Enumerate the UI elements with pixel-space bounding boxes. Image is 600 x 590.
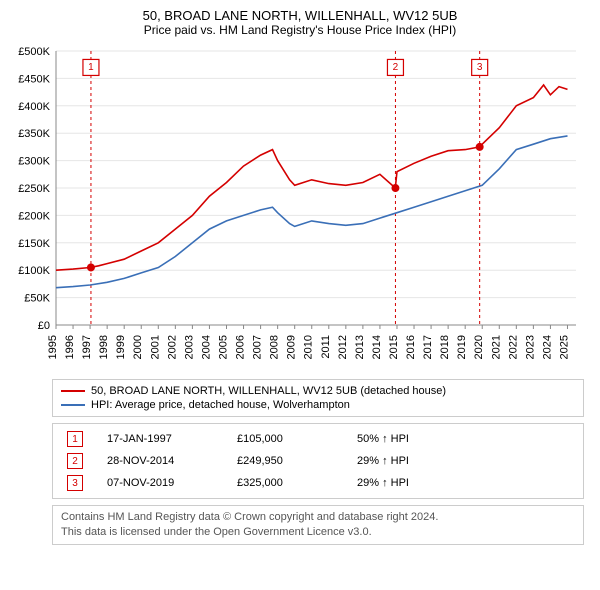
x-tick-label: 2016	[405, 335, 417, 359]
x-tick-label: 2015	[388, 335, 400, 359]
x-tick-label: 2012	[337, 335, 349, 359]
event-date: 07-NOV-2019	[101, 472, 231, 494]
x-tick-label: 2001	[149, 335, 161, 359]
event-price: £105,000	[231, 428, 351, 450]
event-date: 28-NOV-2014	[101, 450, 231, 472]
chart-title-line1: 50, BROAD LANE NORTH, WILLENHALL, WV12 5…	[8, 8, 592, 23]
event-marker-icon: 3	[67, 475, 83, 491]
event-marker-number: 3	[477, 62, 483, 73]
y-tick-label: £250K	[18, 183, 50, 195]
y-tick-label: £500K	[18, 46, 50, 58]
events-table-inner: 1 17-JAN-1997£105,00050% ↑ HPI 2 28-NOV-201…	[61, 428, 575, 494]
x-tick-label: 2008	[269, 335, 281, 359]
events-table: 1 17-JAN-1997£105,00050% ↑ HPI 2 28-NOV-201…	[52, 423, 584, 499]
x-tick-label: 2018	[439, 335, 451, 359]
event-price: £325,000	[231, 472, 351, 494]
event-marker-icon: 2	[67, 453, 83, 469]
y-tick-label: £300K	[18, 156, 50, 168]
y-tick-label: £150K	[18, 238, 50, 250]
x-tick-label: 2007	[252, 335, 264, 359]
x-tick-label: 1997	[81, 335, 93, 359]
x-tick-label: 2006	[235, 335, 247, 359]
legend-row: HPI: Average price, detached house, Wolv…	[61, 398, 575, 412]
event-row: 2 28-NOV-2014£249,95029% ↑ HPI	[61, 450, 575, 472]
event-point	[391, 184, 399, 192]
x-tick-label: 2023	[524, 335, 536, 359]
x-tick-label: 2000	[132, 335, 144, 359]
chart-container: £0 £50K £100K £150K £200K £250K £300K £350K £400…	[8, 43, 592, 373]
y-tick-label: £350K	[18, 128, 50, 140]
x-tick-label: 1995	[47, 335, 59, 359]
x-tick-label: 2019	[456, 335, 468, 359]
legend-label: 50, BROAD LANE NORTH, WILLENHALL, WV12 5…	[91, 385, 446, 397]
event-point	[476, 143, 484, 151]
y-tick-label: £200K	[18, 210, 50, 222]
y-tick-label: £400K	[18, 101, 50, 113]
x-tick-label: 2021	[490, 335, 502, 359]
legend-swatch	[61, 390, 85, 392]
legend: 50, BROAD LANE NORTH, WILLENHALL, WV12 5…	[52, 379, 584, 417]
attribution-line1: Contains HM Land Registry data © Crown c…	[61, 510, 575, 525]
x-tick-label: 2004	[200, 335, 212, 359]
x-tick-label: 2009	[286, 335, 298, 359]
x-tick-label: 2017	[422, 335, 434, 359]
x-tick-label: 2020	[473, 335, 485, 359]
event-row: 1 17-JAN-1997£105,00050% ↑ HPI	[61, 428, 575, 450]
x-tick-label: 2022	[507, 335, 519, 359]
event-marker-number: 1	[88, 62, 94, 73]
x-tick-label: 1996	[64, 335, 76, 359]
event-row: 3 07-NOV-2019£325,00029% ↑ HPI	[61, 472, 575, 494]
x-tick-label: 2003	[183, 335, 195, 359]
event-delta: 29% ↑ HPI	[351, 472, 575, 494]
chart-title-block: 50, BROAD LANE NORTH, WILLENHALL, WV12 5…	[8, 8, 592, 37]
legend-label: HPI: Average price, detached house, Wolv…	[91, 399, 350, 411]
y-tick-label: £100K	[18, 265, 50, 277]
line-chart: £0 £50K £100K £150K £200K £250K £300K £350K £400…	[8, 43, 588, 373]
series-hpi	[56, 136, 568, 288]
x-tick-label: 1999	[115, 335, 127, 359]
event-date: 17-JAN-1997	[101, 428, 231, 450]
attribution-line2: This data is licensed under the Open Gov…	[61, 525, 575, 540]
x-tick-label: 1998	[98, 335, 110, 359]
x-tick-label: 2010	[303, 335, 315, 359]
event-marker-icon: 1	[67, 431, 83, 447]
x-tick-label: 2011	[320, 335, 332, 359]
legend-swatch	[61, 404, 85, 406]
event-delta: 50% ↑ HPI	[351, 428, 575, 450]
x-tick-label: 2013	[354, 335, 366, 359]
y-tick-label: £50K	[24, 293, 50, 305]
event-marker-number: 2	[393, 62, 399, 73]
x-tick-label: 2025	[558, 335, 570, 359]
y-tick-label: £0	[38, 320, 50, 332]
x-tick-label: 2005	[217, 335, 229, 359]
y-tick-label: £450K	[18, 73, 50, 85]
event-price: £249,950	[231, 450, 351, 472]
x-tick-label: 2014	[371, 335, 383, 359]
chart-title-line2: Price paid vs. HM Land Registry's House …	[8, 23, 592, 37]
legend-row: 50, BROAD LANE NORTH, WILLENHALL, WV12 5…	[61, 384, 575, 398]
event-point	[87, 263, 95, 271]
attribution: Contains HM Land Registry data © Crown c…	[52, 505, 584, 545]
x-tick-label: 2002	[166, 335, 178, 359]
event-delta: 29% ↑ HPI	[351, 450, 575, 472]
x-tick-label: 2024	[541, 335, 553, 359]
